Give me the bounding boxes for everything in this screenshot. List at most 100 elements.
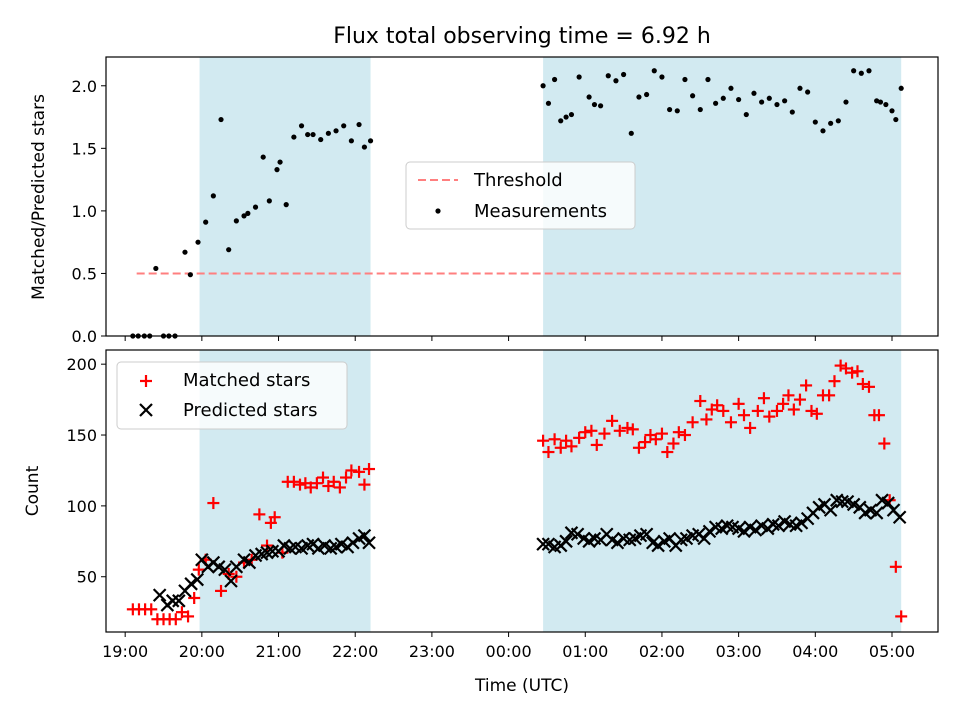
predicted-point: [172, 594, 186, 608]
matched-point: [805, 404, 818, 417]
matched-point: [573, 431, 586, 444]
predicted-point: [748, 523, 763, 537]
measurement-point: [820, 128, 826, 134]
observing-window-0: [199, 57, 371, 336]
y-tick-label: 50: [77, 568, 97, 587]
measurement-point: [597, 103, 604, 109]
predicted-point: [737, 524, 751, 539]
matched-point: [686, 416, 699, 429]
predicted-point: [184, 577, 198, 591]
measurement-point: [203, 219, 209, 225]
measurement-point: [260, 154, 266, 160]
matched-point: [188, 591, 201, 604]
matched-point: [839, 362, 852, 375]
matched-point: [732, 397, 745, 410]
matched-point: [757, 392, 770, 405]
predicted-point: [639, 527, 654, 541]
matched-point: [649, 433, 662, 446]
measurement-point: [233, 218, 239, 224]
measurement-point: [241, 213, 247, 219]
measurement-point: [341, 123, 347, 129]
matched-point: [632, 441, 645, 454]
measurement-point: [153, 265, 159, 272]
measurement-point: [563, 114, 569, 120]
measurement-point: [348, 138, 354, 144]
predicted-point: [362, 535, 376, 550]
measurement-point: [883, 101, 889, 108]
measurement-point: [576, 74, 582, 80]
matched-point: [294, 478, 307, 491]
matched-point: [554, 441, 567, 454]
legend-measurement-swatch: [435, 208, 441, 214]
measurement-point: [182, 249, 188, 255]
measurement-point: [277, 159, 283, 165]
x-tick-label: 00:00: [486, 642, 532, 661]
matched-point: [363, 463, 376, 476]
matched-point: [834, 359, 847, 372]
measurement-point: [291, 134, 297, 140]
matched-point: [175, 606, 188, 619]
y-tick-label: 200: [66, 355, 97, 374]
matched-point: [621, 421, 634, 434]
matched-point: [192, 563, 205, 576]
measurement-point: [628, 130, 634, 136]
legend-matched-label: Matched stars: [183, 370, 310, 391]
panel-ratio-frame: [105, 56, 939, 337]
measurement-point: [245, 210, 251, 216]
measurement-point: [605, 73, 611, 79]
legend-predicted-label: Predicted stars: [183, 400, 317, 421]
predicted-point: [536, 537, 550, 551]
matched-point: [889, 560, 902, 573]
predicted-point: [892, 510, 907, 524]
measurement-point: [621, 71, 627, 78]
measurement-point: [356, 121, 362, 128]
y-tick-label: 100: [66, 497, 97, 516]
predicted-point: [570, 527, 585, 541]
measurement-point: [305, 131, 311, 138]
matched-point: [590, 438, 603, 451]
measurement-point: [367, 138, 374, 144]
measurement-point: [889, 108, 895, 114]
measurement-point: [361, 144, 368, 150]
matched-point: [626, 423, 639, 436]
predicted-point: [559, 534, 573, 549]
matched-point: [711, 399, 724, 412]
predicted-point: [794, 516, 809, 530]
matched-point: [777, 397, 790, 410]
legend-measurement-label: Measurements: [474, 201, 607, 222]
matched-point: [667, 437, 680, 450]
measurement-point: [774, 101, 780, 108]
legend-threshold-label: Threshold: [473, 170, 563, 191]
predicted-point: [697, 531, 711, 546]
measurement-point: [866, 68, 872, 74]
measurement-point: [828, 120, 834, 126]
matched-point: [782, 389, 795, 402]
observing-window-1: [543, 350, 902, 632]
y-axis-label-count: Count: [23, 465, 43, 516]
matched-point: [333, 481, 346, 494]
matched-point: [787, 403, 800, 416]
measurement-point: [728, 85, 734, 91]
matched-point: [579, 426, 592, 439]
measurement-point: [298, 123, 305, 129]
measurement-point: [274, 167, 280, 173]
predicted-point: [357, 528, 372, 543]
measurement-point: [591, 101, 598, 108]
panel-ratio: 0.00.51.01.52.0 Matched/Predicted stars …: [29, 56, 939, 346]
y-axis-label-ratio: Matched/Predicted stars: [29, 94, 49, 300]
matched-point: [724, 416, 737, 429]
measurement-point: [586, 94, 592, 100]
measurement-point: [843, 99, 849, 105]
x-tick-label: 03:00: [716, 642, 762, 661]
measurement-point: [812, 119, 818, 125]
measurement-point: [705, 76, 711, 83]
legend-count: Matched stars Predicted stars: [116, 361, 348, 430]
measurement-point: [187, 272, 193, 278]
x-tick-label: 02:00: [639, 642, 685, 661]
measurement-point: [568, 111, 575, 118]
y-tick-label: 2.0: [72, 77, 97, 96]
matched-point: [145, 603, 158, 616]
matched-point: [823, 389, 836, 402]
predicted-point: [346, 535, 360, 550]
